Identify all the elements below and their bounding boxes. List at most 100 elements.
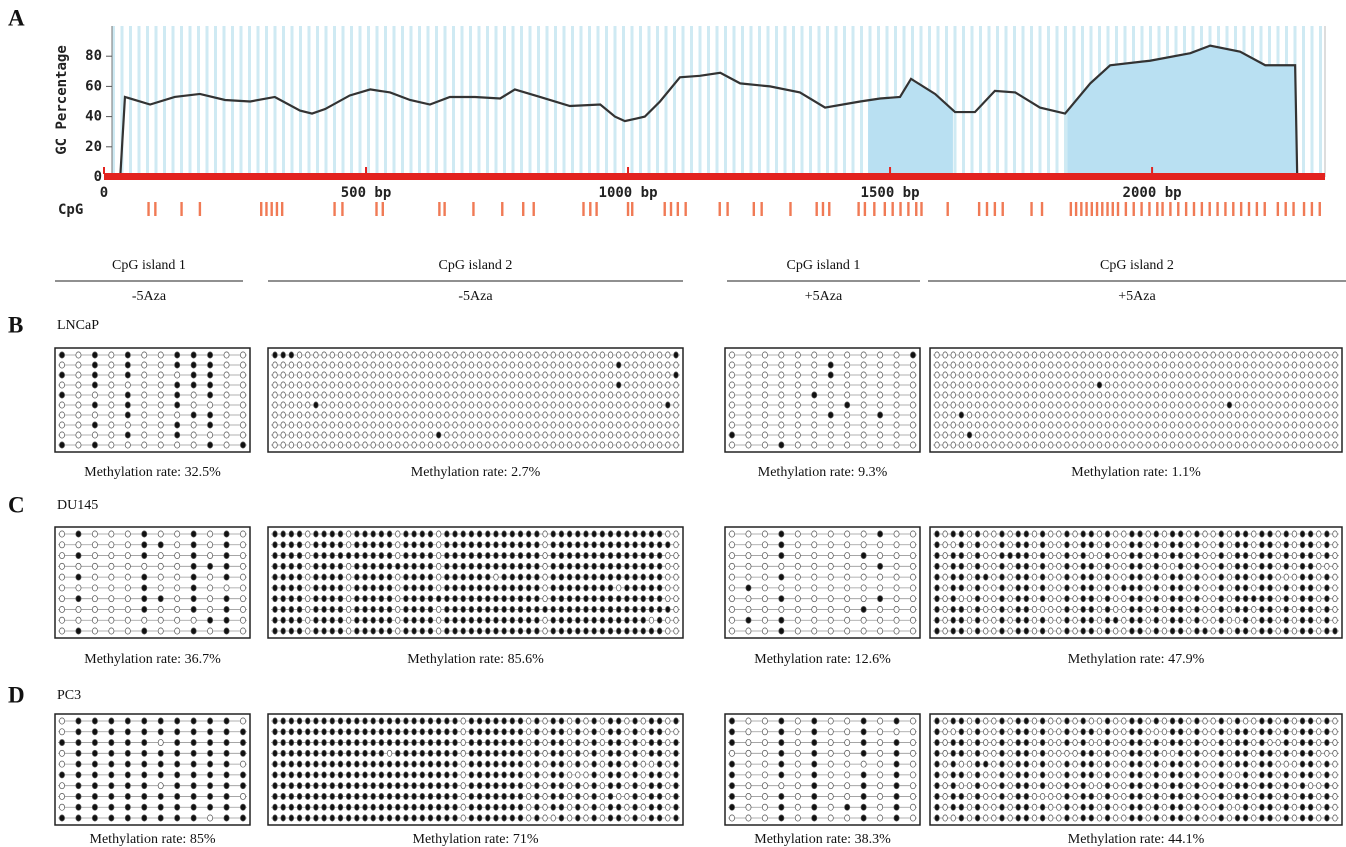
y-tick-label: 80 [85,48,102,64]
cpg-site-circle [288,728,295,736]
cpg-site-circle [640,760,646,768]
cpg-site-circle [761,391,768,399]
cpg-site-circle [974,627,981,635]
cpg-site-circle [860,803,867,811]
cpg-site-circle [240,381,246,389]
cpg-site-circle [174,749,181,757]
cpg-site-circle [1161,552,1168,560]
cpg-site-circle [893,771,900,779]
cpg-site-circle [934,562,940,570]
cpg-site-circle [566,401,573,409]
stripe [579,26,583,177]
cpg-site-circle [1007,803,1013,811]
cpg-site-circle [1275,361,1281,369]
cpg-site-circle [1210,552,1216,560]
cpg-site-circle [362,552,368,560]
cpg-site-circle [632,381,638,389]
cpg-site-circle [1202,584,1208,592]
cpg-site-circle [745,431,752,439]
cpg-site-circle [280,605,286,613]
cpg-site-circle [1072,814,1078,822]
cpg-site-circle [1259,584,1265,592]
cpg-site-circle [419,792,425,800]
cpg-site-circle [1332,421,1338,429]
cpg-site-circle [558,803,565,811]
cpg-site-circle [599,530,605,538]
cpg-site-circle [934,739,940,747]
cpg-site-circle [321,421,327,429]
cpg-site-circle [1234,782,1241,790]
cpg-site-circle [207,573,214,581]
cpg-site-circle [640,421,646,429]
cpg-site-circle [370,541,376,549]
cpg-site-circle [509,371,515,379]
cpg-site-circle [329,584,335,592]
cpg-site-circle [1121,431,1127,439]
cpg-site-circle [566,605,573,613]
cpg-site-circle [436,616,442,624]
cpg-site-circle [1023,391,1029,399]
cpg-site-circle [59,749,65,757]
cpg-site-circle [673,728,679,736]
cpg-site-circle [1088,381,1094,389]
cpg-site-circle [207,616,214,624]
cpg-site-circle [1243,431,1249,439]
cpg-site-circle [1104,411,1111,419]
cpg-site-circle [1113,792,1119,800]
cpg-site-circle [778,616,785,624]
cpg-site-circle [313,584,319,592]
cpg-site-circle [468,562,475,570]
cpg-site-circle [468,391,475,399]
cpg-site-circle [444,541,450,549]
cpg-site-circle [910,530,916,538]
cpg-site-circle [566,717,573,725]
cpg-site-circle [1080,760,1086,768]
cpg-site-circle [526,361,532,369]
cpg-site-circle [190,595,197,603]
cpg-site-circle [321,605,327,613]
cpg-site-circle [1259,411,1265,419]
cpg-site-circle [1299,573,1306,581]
cpg-site-circle [272,627,278,635]
cpg-site-circle [1080,627,1086,635]
cpg-site-circle [665,371,671,379]
cpg-site-circle [190,605,197,613]
cpg-site-circle [296,562,303,570]
cpg-site-circle [108,760,115,768]
cpg-site-circle [665,760,671,768]
cpg-site-circle [534,792,540,800]
cpg-site [1224,202,1227,216]
cpg-site-circle [386,351,393,359]
cpg-site-circle [827,627,834,635]
cpg-site-circle [223,792,230,800]
cpg-site-circle [673,803,679,811]
cpg-site-circle [983,371,989,379]
cpg-site-circle [59,431,65,439]
cpg-site-circle [1023,421,1029,429]
cpg-site-circle [321,814,327,822]
cpg-site-circle [566,541,573,549]
cpg-site-circle [517,728,524,736]
cpg-site-circle [337,792,344,800]
cpg-site-circle [656,541,663,549]
cpg-site-circle [1283,760,1289,768]
cpg-site-circle [207,351,214,359]
cpg-site-circle [1023,411,1029,419]
cpg-site-circle [190,573,197,581]
cpg-site-circle [558,441,565,449]
cpg-site-circle [1186,371,1192,379]
cpg-site-circle [1048,411,1054,419]
cpg-site-circle [485,361,491,369]
cpg-site-circle [1088,530,1094,538]
cpg-site-circle [958,421,965,429]
cpg-site-circle [673,792,679,800]
cpg-site-circle [974,584,981,592]
cpg-site-circle [493,584,499,592]
cpg-site-circle [1251,717,1257,725]
cpg-site-circle [1234,728,1241,736]
cpg-site-circle [794,411,801,419]
cpg-site-circle [1121,361,1127,369]
cpg-site-circle [794,541,801,549]
cpg-site-circle [321,431,327,439]
cpg-site-circle [59,573,65,581]
